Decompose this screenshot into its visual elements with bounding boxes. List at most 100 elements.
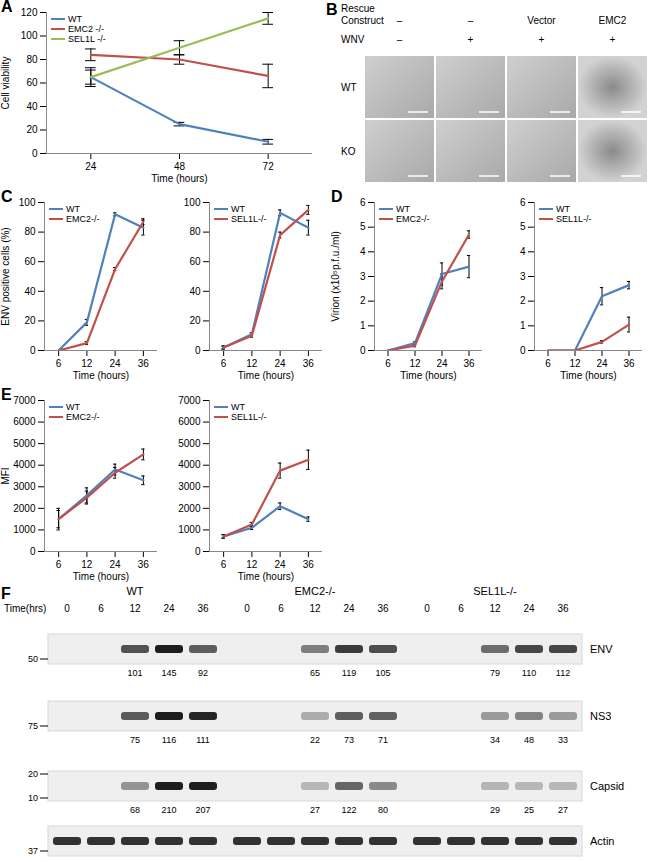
svg-text:2: 2: [520, 295, 526, 306]
svg-text:20: 20: [24, 315, 36, 326]
svg-text:1: 1: [520, 320, 526, 331]
svg-text:2: 2: [360, 295, 366, 306]
svg-text:105: 105: [375, 668, 390, 678]
svg-text:24: 24: [275, 559, 287, 570]
svg-text:27: 27: [558, 805, 568, 815]
svg-text:80: 80: [189, 226, 201, 237]
svg-text:71: 71: [378, 735, 388, 745]
svg-text:40: 40: [189, 286, 201, 297]
svg-text:5000: 5000: [13, 438, 36, 449]
svg-text:5000: 5000: [178, 438, 201, 449]
svg-text:92: 92: [198, 668, 208, 678]
svg-text:29: 29: [490, 805, 500, 815]
svg-text:80: 80: [378, 805, 388, 815]
svg-text:WT: WT: [126, 585, 143, 597]
svg-text:24: 24: [110, 358, 122, 369]
svg-text:210: 210: [161, 805, 176, 815]
svg-text:NS3: NS3: [590, 710, 611, 722]
svg-text:40: 40: [24, 286, 36, 297]
svg-text:EMC2: EMC2: [599, 15, 627, 26]
svg-text:24: 24: [85, 161, 97, 172]
svg-text:24: 24: [343, 603, 355, 614]
svg-text:F: F: [1, 585, 11, 602]
svg-text:20: 20: [28, 769, 38, 779]
svg-text:B: B: [326, 1, 338, 18]
svg-text:100: 100: [21, 30, 38, 41]
svg-text:0: 0: [64, 603, 70, 614]
svg-text:12: 12: [489, 603, 501, 614]
svg-text:33: 33: [558, 735, 568, 745]
svg-text:100: 100: [19, 197, 36, 208]
svg-text:5: 5: [520, 221, 526, 232]
svg-text:Time(hrs): Time(hrs): [4, 603, 46, 614]
svg-text:0: 0: [30, 345, 36, 356]
svg-text:KO: KO: [341, 146, 356, 157]
svg-text:40: 40: [26, 101, 38, 112]
svg-text:ENV positive cells (%): ENV positive cells (%): [0, 227, 11, 325]
svg-text:Construct: Construct: [341, 15, 384, 26]
svg-text:Vector: Vector: [527, 15, 556, 26]
svg-text:4000: 4000: [178, 459, 201, 470]
svg-text:12: 12: [246, 559, 258, 570]
svg-text:24: 24: [436, 358, 448, 369]
svg-text:Capsid: Capsid: [590, 780, 624, 792]
svg-text:12: 12: [81, 559, 93, 570]
svg-text:22: 22: [310, 735, 320, 745]
svg-text:–: –: [397, 15, 403, 26]
svg-text:SEL1L-/-: SEL1L-/-: [473, 585, 517, 597]
svg-text:10: 10: [28, 793, 38, 803]
svg-text:6: 6: [221, 559, 227, 570]
svg-text:3000: 3000: [13, 481, 36, 492]
svg-text:36: 36: [303, 559, 315, 570]
svg-text:80: 80: [26, 54, 38, 65]
svg-text:34: 34: [490, 735, 500, 745]
svg-text:Time (hours): Time (hours): [73, 571, 129, 582]
svg-text:–: –: [397, 34, 403, 45]
svg-text:2000: 2000: [178, 503, 201, 514]
svg-text:Virion (x10⁵p.f.u./ml): Virion (x10⁵p.f.u./ml): [330, 231, 341, 322]
svg-text:6: 6: [545, 358, 551, 369]
svg-text:ENV: ENV: [590, 643, 613, 655]
svg-text:20: 20: [26, 124, 38, 135]
svg-text:0: 0: [32, 148, 38, 159]
svg-text:27: 27: [310, 805, 320, 815]
svg-text:4: 4: [360, 246, 366, 257]
svg-text:25: 25: [524, 805, 534, 815]
svg-text:WNV: WNV: [341, 34, 365, 45]
svg-text:119: 119: [342, 668, 356, 678]
svg-text:6: 6: [98, 603, 104, 614]
svg-text:60: 60: [24, 256, 36, 267]
svg-text:112: 112: [556, 668, 570, 678]
svg-text:12: 12: [569, 358, 581, 369]
svg-text:48: 48: [524, 735, 534, 745]
svg-text:65: 65: [310, 668, 320, 678]
svg-text:0: 0: [360, 345, 366, 356]
svg-text:2000: 2000: [13, 503, 36, 514]
svg-text:1: 1: [360, 320, 366, 331]
svg-text:36: 36: [557, 603, 569, 614]
svg-text:6: 6: [385, 358, 391, 369]
svg-text:0: 0: [195, 546, 201, 557]
svg-text:3: 3: [520, 271, 526, 282]
svg-text:1000: 1000: [178, 524, 201, 535]
svg-text:101: 101: [127, 668, 142, 678]
svg-text:Time (hours): Time (hours): [73, 370, 129, 381]
svg-text:Actin: Actin: [590, 835, 614, 847]
svg-text:20: 20: [189, 315, 201, 326]
svg-text:MFI: MFI: [0, 467, 11, 484]
svg-text:207: 207: [195, 805, 210, 815]
svg-text:6000: 6000: [13, 416, 36, 427]
svg-text:80: 80: [24, 226, 36, 237]
svg-text:0: 0: [244, 603, 250, 614]
svg-text:Time (hours): Time (hours): [560, 370, 616, 381]
svg-text:6: 6: [56, 358, 62, 369]
svg-text:0: 0: [520, 345, 526, 356]
svg-text:12: 12: [81, 358, 93, 369]
svg-text:3000: 3000: [178, 481, 201, 492]
svg-text:36: 36: [623, 358, 635, 369]
svg-text:4000: 4000: [13, 459, 36, 470]
svg-text:36: 36: [197, 603, 209, 614]
svg-text:60: 60: [26, 77, 38, 88]
svg-text:111: 111: [196, 735, 210, 745]
svg-text:7000: 7000: [13, 395, 36, 406]
